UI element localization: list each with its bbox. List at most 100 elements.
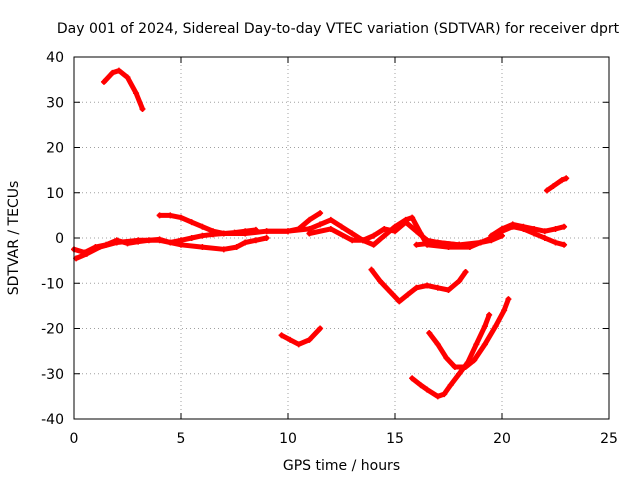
data-point <box>167 212 174 219</box>
data-point <box>317 210 324 217</box>
data-point <box>434 341 441 348</box>
series-arc-9 <box>369 267 469 304</box>
data-point <box>124 74 131 81</box>
data-point <box>263 235 270 241</box>
data-point <box>499 225 505 232</box>
series-arc-2 <box>73 235 270 261</box>
data-point <box>473 341 480 348</box>
data-point <box>443 354 450 361</box>
data-point <box>486 311 493 318</box>
x-axis-label: GPS time / hours <box>283 458 400 474</box>
data-point <box>156 237 163 244</box>
y-tick-label: 20 <box>46 141 64 157</box>
data-point <box>368 266 375 273</box>
data-point <box>306 336 313 343</box>
data-point <box>178 214 184 221</box>
data-point <box>462 268 469 275</box>
data-point <box>210 228 217 235</box>
data-point <box>359 237 366 244</box>
data-point <box>338 223 345 230</box>
data-point <box>481 341 488 348</box>
data-point <box>252 237 259 244</box>
data-point <box>471 357 478 364</box>
data-point <box>327 216 334 223</box>
data-point <box>424 386 431 393</box>
data-point <box>552 239 559 246</box>
data-point <box>541 228 548 235</box>
y-tick-label: -20 <box>41 322 64 338</box>
axis-ticks <box>73 56 610 420</box>
y-tick-label: 10 <box>46 186 64 202</box>
data-point <box>115 67 122 74</box>
y-tick-label: -40 <box>41 412 64 428</box>
data-point <box>456 241 463 248</box>
x-tick-label: 5 <box>177 431 186 447</box>
data-point <box>133 90 140 97</box>
data-point <box>402 216 409 223</box>
data-point <box>451 363 458 370</box>
data-point <box>409 375 416 382</box>
data-point <box>109 69 116 76</box>
x-tick-labels: 0 5 10 15 20 25 <box>70 431 618 447</box>
data-point <box>488 232 495 239</box>
data-point <box>413 284 420 291</box>
data-point <box>561 241 568 248</box>
data-point <box>199 223 206 230</box>
data-point <box>550 182 557 189</box>
chart-title: Day 001 of 2024, Sidereal Day-to-day VTE… <box>57 21 620 37</box>
data-point <box>434 239 441 246</box>
y-tick-label: 0 <box>55 231 64 247</box>
data-point <box>263 228 270 235</box>
data-point <box>441 391 448 398</box>
data-point <box>462 363 469 370</box>
data-point <box>492 323 499 330</box>
data-point <box>156 212 163 219</box>
data-point <box>477 239 484 246</box>
data-point <box>188 219 195 226</box>
data-point <box>456 370 463 377</box>
data-point <box>242 230 249 237</box>
x-tick-label: 0 <box>70 431 79 447</box>
data-point <box>531 225 538 232</box>
data-point <box>317 325 324 332</box>
data-point <box>220 246 227 253</box>
data-point <box>306 230 313 237</box>
data-point <box>113 239 120 246</box>
data-point <box>188 235 195 241</box>
data-point <box>377 277 384 284</box>
data-point <box>199 232 206 239</box>
y-tick-label: 30 <box>46 95 64 111</box>
data-point <box>396 298 403 305</box>
data-point <box>456 277 463 284</box>
data-point <box>327 225 334 232</box>
data-point <box>417 382 424 389</box>
data-point <box>409 214 416 221</box>
data-point <box>278 332 285 339</box>
data-point <box>404 291 411 298</box>
data-point <box>447 382 454 389</box>
data-point <box>317 221 324 228</box>
series-arc-10 <box>279 326 323 347</box>
data-point <box>434 284 441 291</box>
data-point <box>552 225 559 232</box>
data-point <box>233 244 240 251</box>
data-point <box>434 393 441 400</box>
data-point <box>242 239 249 246</box>
data-point <box>426 330 433 337</box>
y-tick-label: -10 <box>41 276 64 292</box>
data-series <box>71 67 570 400</box>
data-point <box>287 336 294 343</box>
data-point <box>501 307 508 314</box>
y-tick-labels: -40 -30 -20 -10 0 10 20 30 40 <box>41 50 64 428</box>
data-point <box>509 221 516 228</box>
data-point <box>135 237 142 244</box>
series-arc-13 <box>544 175 569 193</box>
y-axis-label: SDTVAR / TECUs <box>6 181 22 296</box>
data-point <box>505 296 512 303</box>
data-point <box>306 216 313 223</box>
data-point <box>561 223 568 230</box>
series-arc-3 <box>101 68 145 112</box>
data-point <box>381 232 388 239</box>
data-point <box>220 230 227 237</box>
y-tick-label: -30 <box>41 367 64 383</box>
